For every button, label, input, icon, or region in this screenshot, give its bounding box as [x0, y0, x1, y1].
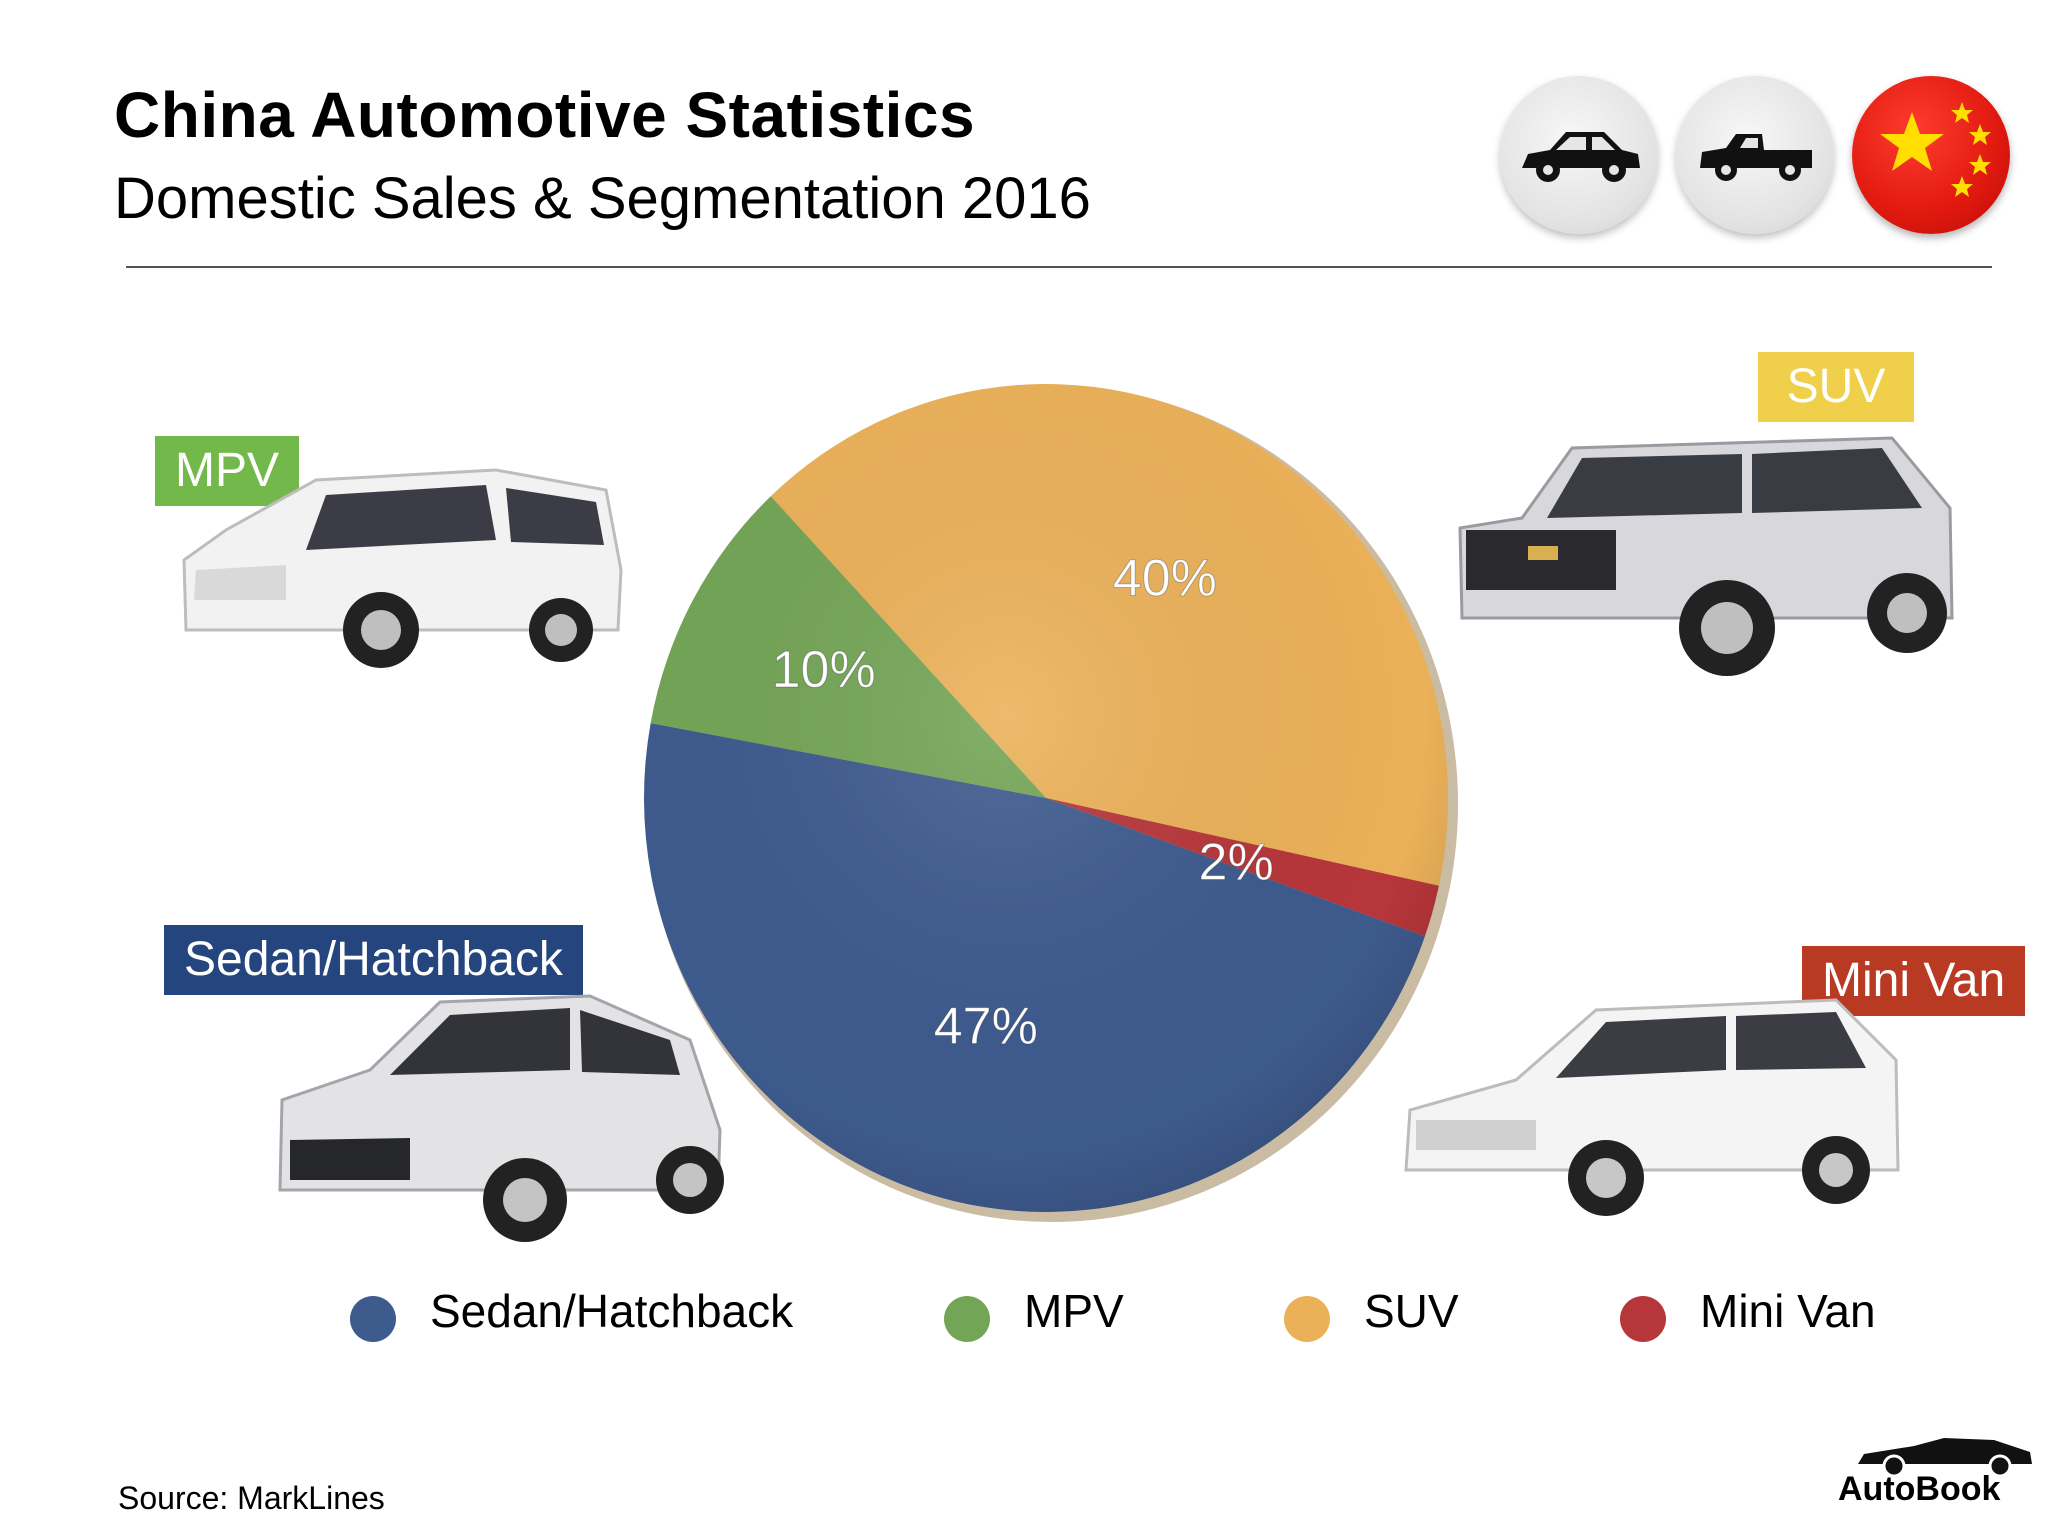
autobook-logo-icon [1858, 1438, 2032, 1478]
page-title: China Automotive Statistics [114, 79, 976, 151]
segment-label-mpv: MPV [155, 436, 300, 506]
pie-label-suv: 40% [1113, 550, 1217, 608]
legend-swatch-sedan [350, 1296, 396, 1342]
legend-label-minivan: Mini Van [1700, 1285, 1876, 1337]
pie-label-sedan: 47% [934, 998, 1038, 1056]
pie-label-minivan: 2% [1199, 834, 1274, 892]
car-sedan-icon [1500, 76, 1658, 234]
minivan-vehicle-image [1404, 998, 1900, 1216]
legend-label-suv: SUV [1364, 1285, 1459, 1337]
legend-swatch-suv [1284, 1296, 1330, 1342]
header-divider [126, 266, 1992, 268]
pie-chart-svg: 40% 2% 47% 10% [644, 383, 1458, 1222]
segment-label-suv: SUV [1758, 352, 1914, 422]
suv-vehicle-image [1458, 436, 1954, 676]
pie-label-mpv: 10% [772, 641, 876, 699]
source-note: Source: MarkLines [118, 1480, 385, 1516]
sedan-vehicle-image [278, 994, 724, 1242]
legend-swatch-mpv [944, 1296, 990, 1342]
legend-label-sedan: Sedan/Hatchback [430, 1285, 794, 1337]
pickup-truck-icon [1676, 76, 1834, 234]
mpv-vehicle-image [182, 468, 623, 668]
segment-label-minivan: Mini Van [1802, 946, 2026, 1016]
legend-swatch-minivan [1620, 1296, 1666, 1342]
brand-name: AutoBook [1838, 1470, 2001, 1508]
legend-label-mpv: MPV [1024, 1285, 1124, 1337]
segment-label-sedan: Sedan/Hatchback [164, 925, 583, 995]
pie-chart: 40% 2% 47% 10% [640, 368, 1480, 1233]
china-flag-icon [1852, 76, 2010, 234]
page-subtitle: Domestic Sales & Segmentation 2016 [114, 166, 1091, 231]
